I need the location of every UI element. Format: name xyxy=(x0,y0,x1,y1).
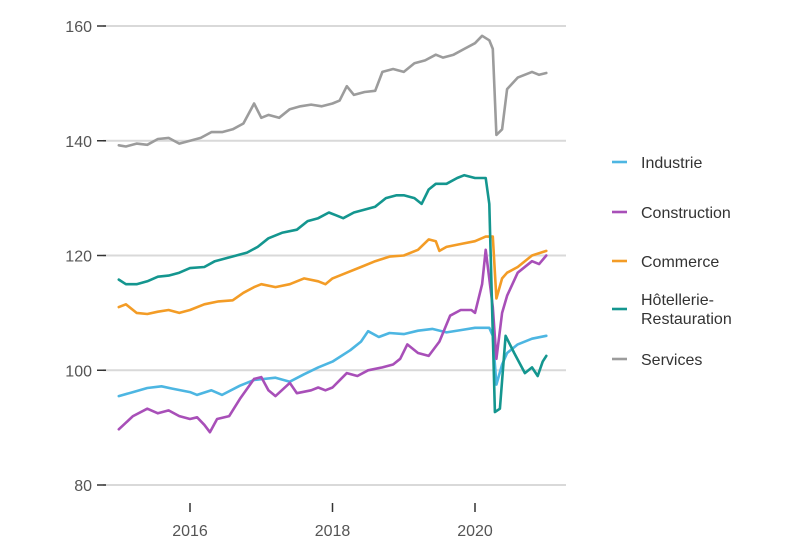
x-tick-label-2016: 2016 xyxy=(172,523,208,540)
legend-label-commerce: Commerce xyxy=(641,254,719,271)
legend-label-industrie: Industrie xyxy=(641,155,702,172)
x-axis: 2016 2018 2020 xyxy=(172,503,493,540)
legend-label-services: Services xyxy=(641,352,702,369)
series-line-services xyxy=(117,34,548,148)
plot-area xyxy=(117,34,548,434)
y-tick-label-120: 120 xyxy=(65,249,92,266)
y-axis: 80 100 120 140 160 xyxy=(65,19,106,495)
x-tick-label-2020: 2020 xyxy=(457,523,493,540)
gridlines xyxy=(103,25,566,486)
legend-label-hotellerie-restauration: Hôtellerie-Restauration xyxy=(641,292,732,328)
y-tick-label-140: 140 xyxy=(65,134,92,151)
x-tick-label-2018: 2018 xyxy=(315,523,351,540)
legend-label-construction: Construction xyxy=(641,205,731,222)
y-tick-label-100: 100 xyxy=(65,363,92,380)
y-tick-label-160: 160 xyxy=(65,19,92,36)
series-line-construction xyxy=(117,248,548,434)
series-line-hotellerie-restauration xyxy=(117,173,548,414)
legend: Industrie Construction Commerce Hôtellerie-… xyxy=(612,155,732,369)
y-tick-label-80: 80 xyxy=(74,478,92,495)
